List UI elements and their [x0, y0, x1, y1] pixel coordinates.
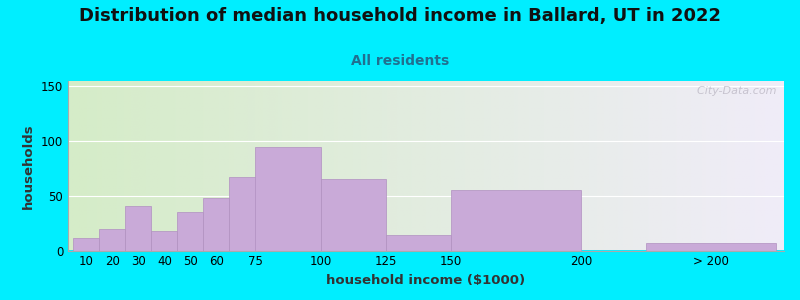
- Bar: [386, 235, 450, 250]
- Bar: [99, 229, 126, 250]
- Bar: [321, 179, 386, 250]
- Bar: [74, 238, 99, 250]
- Bar: [178, 212, 203, 250]
- Bar: [646, 243, 776, 250]
- Bar: [450, 190, 581, 250]
- Bar: [151, 231, 178, 250]
- X-axis label: household income ($1000): household income ($1000): [326, 274, 526, 287]
- Bar: [203, 198, 230, 250]
- Text: All residents: All residents: [351, 54, 449, 68]
- Bar: [126, 206, 151, 250]
- Text: Distribution of median household income in Ballard, UT in 2022: Distribution of median household income …: [79, 8, 721, 26]
- Y-axis label: households: households: [22, 123, 35, 208]
- Text: City-Data.com: City-Data.com: [690, 86, 777, 96]
- Bar: [230, 177, 269, 250]
- Bar: [255, 147, 321, 250]
